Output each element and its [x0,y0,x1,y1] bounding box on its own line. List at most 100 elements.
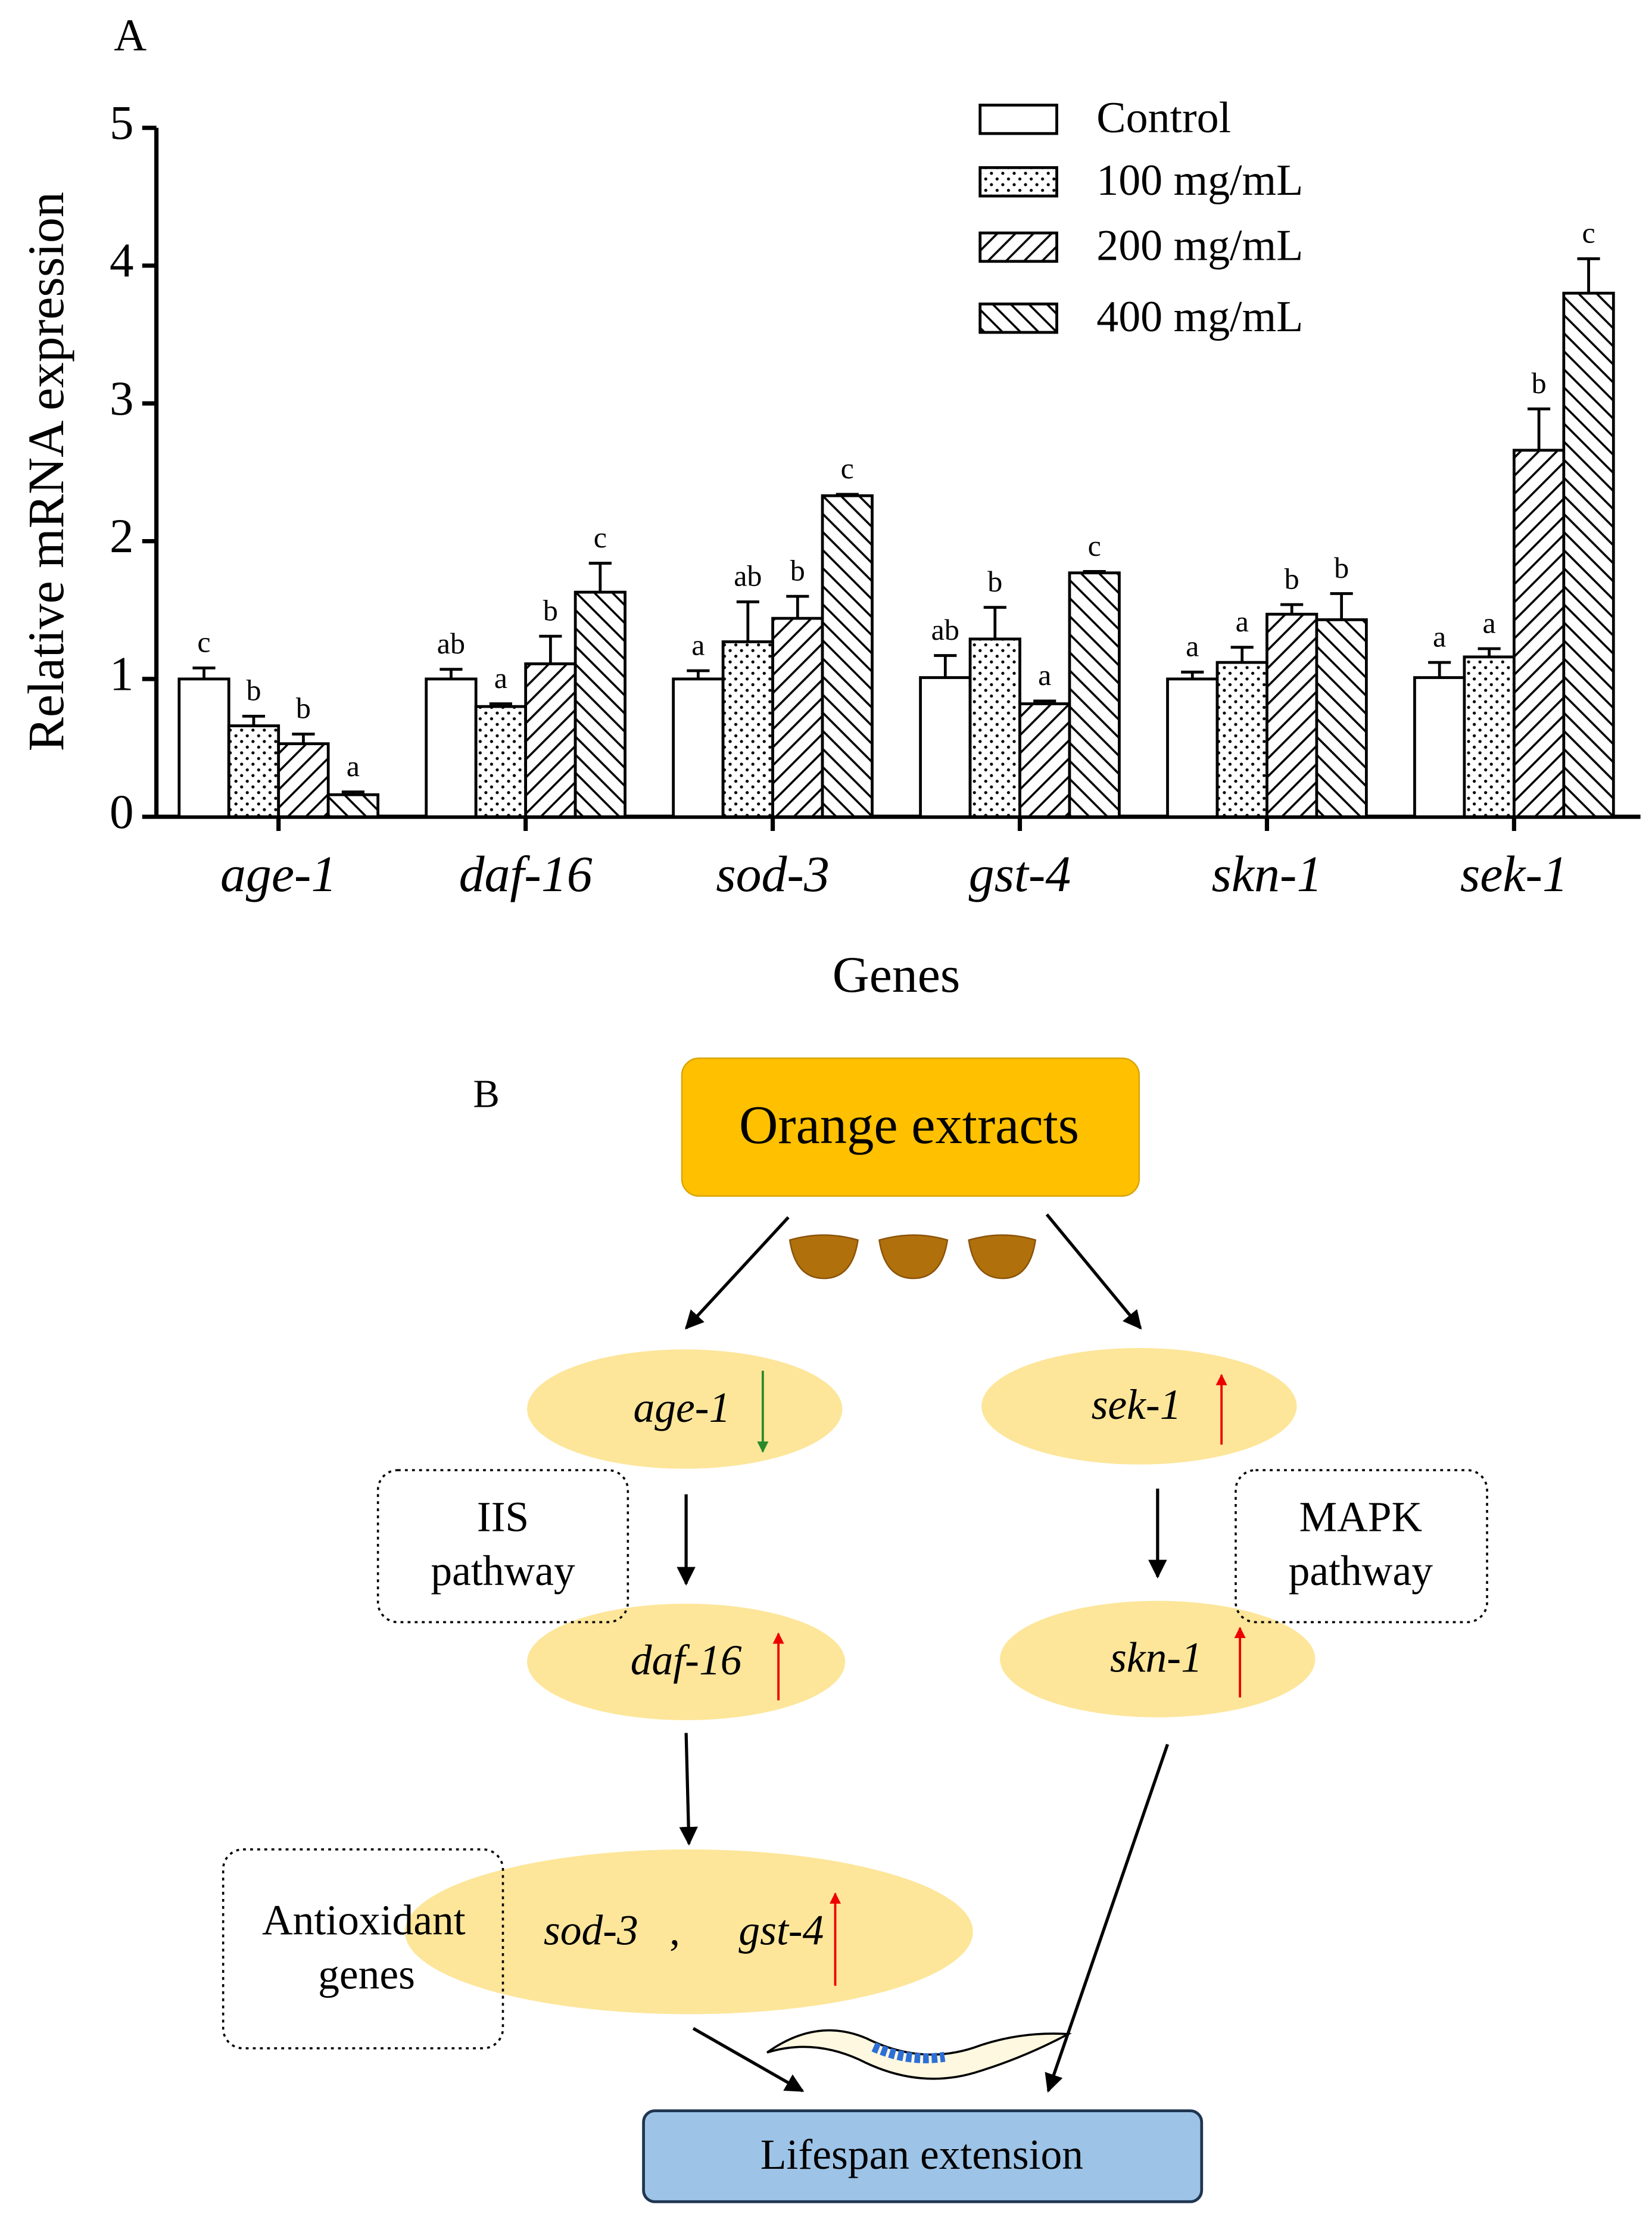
error-bar [1577,257,1600,294]
box-label: Antioxidant [262,1897,466,1944]
bar [1463,655,1516,818]
legend-swatch [978,166,1058,198]
significance-label: a [1483,606,1496,639]
error-bar [1478,647,1501,657]
y-tick-label: 5 [110,96,134,150]
legend-swatch [978,104,1058,135]
error-bar [539,634,562,664]
bar [227,724,280,818]
significance-label: a [1186,630,1199,663]
legend-label: 200 mg/mL [1096,221,1303,270]
bar [277,742,330,818]
error-bar [1083,570,1106,573]
x-tick-label: skn-1 [1211,846,1322,902]
bar [573,590,626,818]
bar [968,637,1021,818]
y-tick-label: 3 [110,372,134,425]
error-bar [786,594,809,619]
error-bar [1330,592,1353,620]
x-tick-label: daf-16 [459,846,593,902]
node-label: age-1 [634,1384,731,1431]
significance-label: a [1433,619,1446,653]
bar [1166,677,1219,818]
error-bar [1428,661,1451,678]
source-label: Orange extracts [739,1095,1079,1155]
box-label: MAPK [1299,1493,1422,1540]
significance-label: a [347,749,360,783]
source-box [681,1057,1140,1197]
significance-label: c [594,521,607,554]
x-tick-label: gst-4 [969,846,1071,902]
significance-label: c [1582,216,1595,250]
bar [1315,618,1368,818]
significance-label: c [1088,529,1101,562]
significance-label: b [1334,551,1349,584]
significance-label: a [1236,605,1249,638]
error-bar [1528,407,1551,450]
y-tick-label: 2 [110,509,134,563]
legend-label: Control [1096,93,1231,142]
bar [721,640,774,818]
y-tick-label: 4 [110,234,134,288]
bar [1018,702,1071,818]
node-label: skn-1 [1110,1634,1202,1681]
panel-label: A [114,10,147,60]
error-bar [983,606,1006,639]
bar [425,677,478,818]
significance-label: b [1532,366,1547,400]
significance-label: b [296,692,311,725]
significance-label: c [197,625,210,659]
error-bar [242,714,266,726]
y-axis-label: Relative mRNA expression [18,192,74,751]
bar [524,662,577,818]
bar [326,793,380,818]
gene-ellipses [404,1348,1316,2015]
y-tick-label: 0 [110,785,134,839]
bar [771,617,824,818]
orange-slices [788,1234,1037,1279]
bar [1215,661,1268,818]
significance-label: b [987,565,1002,598]
legend-label: 100 mg/mL [1096,155,1303,204]
error-bar [1033,699,1056,704]
error-bar [341,790,364,795]
significance-label: b [790,553,805,587]
significance-label: a [1038,658,1051,692]
node-separator: , [669,1907,680,1954]
node-label: gst-4 [738,1907,824,1954]
up-arrows [772,1374,1246,1986]
significance-label: ab [734,559,762,593]
error-bar [736,600,759,642]
y-tick-label: 1 [110,647,134,700]
significance-label: b [543,593,558,627]
bar [1068,571,1121,818]
error-bar [1280,603,1304,615]
x-tick-label: sek-1 [1460,846,1568,902]
significance-label: a [691,628,705,661]
error-bar [934,654,957,678]
error-bar [440,668,463,679]
outcome-box [642,2109,1204,2203]
bar [821,494,874,818]
outcome-label: Lifespan extension [760,2131,1083,2178]
bar-chart: A Relative mRNA expression Genes 0 1 2 3 4 5 a… [18,10,1641,1003]
box-label: genes [318,1951,415,1998]
x-tick-label: sod-3 [716,846,830,902]
bar [1266,612,1319,818]
node-label: sod-3 [544,1907,638,1954]
x-axis-label: Genes [833,947,961,1003]
diagram: B Orange extracts age-1 sek-1 daf-16 skn [222,1057,1488,2203]
legend-label: 400 mg/mL [1096,292,1303,341]
legend-swatch [978,231,1058,263]
bar [474,705,528,818]
error-bar [192,666,216,679]
significance-label: a [494,661,507,695]
bar [1413,676,1466,818]
error-bar [588,562,612,593]
significance-label: b [246,674,261,707]
error-bar [292,733,315,744]
significance-label: b [1285,562,1299,595]
node-label: daf-16 [631,1637,742,1684]
legend-swatch [978,302,1058,334]
